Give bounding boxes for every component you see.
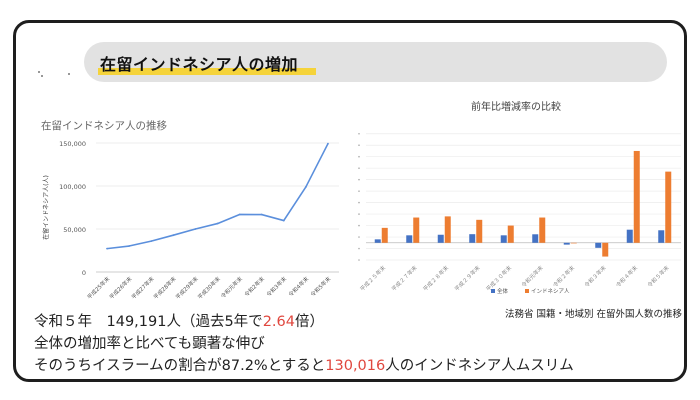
line-chart-x-tick-label: 令和3年末: [264, 274, 288, 298]
line-chart-x-tick-label: 平成27年末: [129, 274, 156, 300]
muslim-count: 130,016: [325, 358, 386, 374]
line-chart-y-axis-label: 在留インドネシア人(人): [42, 175, 50, 240]
bar-chart-bar: [633, 150, 640, 243]
bar-chart-bar: [626, 229, 633, 243]
line-chart-point: [216, 222, 219, 225]
bar-chart-bar: [406, 235, 413, 243]
bar-chart-bar: [476, 219, 483, 243]
bar-chart-panel: 前年比増減率の比較 平成２５年末 平成２７年末 平成２８年末 平成２９年末 平成３０年末令…: [346, 83, 684, 295]
bar-chart-x-tick-label: 令和３年末: [583, 263, 608, 288]
line-chart-point: [282, 219, 285, 222]
summary-line-3-prefix: そのうちイスラームの割合が87.2%とすると: [34, 358, 326, 374]
bar-chart-x-tick-label: 令和５年末: [646, 263, 671, 288]
bar-chart-legend-label: 全体: [497, 287, 509, 295]
line-chart-x-tick-label: 平成25年末: [85, 274, 112, 300]
slide-title: 在留インドネシア人の増加: [100, 55, 299, 74]
bar-chart-x-tick-label: 令和４年末: [614, 263, 639, 288]
bar-chart-bar: [381, 227, 388, 243]
slide-frame: 在留インドネシア人の増加 在留インドネシア人の推移 150,000 100,000 5…: [13, 20, 687, 382]
bar-chart-bar: [602, 242, 609, 257]
growth-multiplier: 2.64: [262, 314, 295, 330]
bar-chart-legend-swatch: [525, 289, 529, 293]
bar-chart-legend-label: インドネシア人: [531, 288, 570, 295]
bar-chart-bar: [539, 217, 546, 243]
title-underline: [98, 68, 316, 75]
summary-line-3-suffix: 人のインドネシア人ムスリム: [385, 358, 574, 374]
bar-chart-y-tick-mark: [358, 213, 360, 215]
bar-chart-title: 前年比増減率の比較: [471, 100, 561, 113]
bar-chart-y-tick-mark: [358, 167, 360, 169]
bar-chart-y-tick-mark: [358, 190, 360, 192]
summary-line-3: そのうちイスラームの割合が87.2%とすると130,016人のインドネシア人ムス…: [34, 354, 574, 375]
bar-chart-bar: [563, 242, 570, 245]
bar-chart-y-tick-mark: [358, 155, 360, 158]
line-chart-point: [327, 142, 329, 145]
line-chart-series-line: [106, 143, 329, 250]
bar-chart-x-tick-label: 令和２年末: [551, 263, 576, 288]
bar-chart-y-tick-mark: [358, 178, 360, 181]
bar-chart-y-tick-mark: [358, 259, 360, 261]
line-chart-point: [106, 247, 108, 250]
line-chart-point: [150, 240, 153, 243]
line-chart-point: [172, 234, 175, 237]
source-note: 法務省 国籍・地域別 在留外国人数の推移: [505, 309, 683, 320]
decor-dot: [68, 73, 70, 75]
bar-chart-bar: [665, 171, 672, 243]
bar-chart-bar: [595, 242, 602, 248]
bar-chart-bar: [437, 234, 444, 243]
bar-chart-bar: [570, 242, 577, 244]
line-chart-x-tick-label: 令和2年末: [242, 274, 266, 298]
bar-chart-bar: [413, 217, 420, 243]
bar-chart-y-tick-mark: [358, 132, 360, 135]
line-chart-point: [304, 186, 307, 188]
bar-chart-y-tick-mark: [358, 144, 360, 147]
line-chart: 在留インドネシア人の推移 150,000 100,000 50,000 0 在留インドネシ…: [41, 119, 339, 300]
bar-chart-x-tick-label: 平成２８年末: [421, 263, 450, 292]
bar-chart: 前年比増減率の比較平成２５年末 平成２７年末 平成２８年末 平成２９年末 平成３０年末令…: [358, 100, 681, 295]
summary-line-2: 全体の増加率と比べても顕著な伸び: [34, 336, 265, 352]
title-banner: [84, 42, 667, 82]
decor-dot: [38, 71, 40, 73]
bar-chart-x-tick-label: 平成２９年末: [453, 263, 482, 292]
line-chart-x-tick-label: 令和元年末: [219, 274, 244, 299]
bar-chart-bar: [507, 225, 514, 243]
bar-chart-y-tick-mark: [358, 236, 360, 238]
line-chart-point: [260, 213, 263, 216]
bar-chart-bar: [444, 216, 451, 243]
decor-dot: [41, 75, 43, 77]
line-chart-x-tick-label: 平成30年末: [196, 274, 223, 300]
line-chart-title: 在留インドネシア人の推移: [41, 119, 167, 132]
bar-chart-y-tick-mark: [358, 201, 360, 204]
line-chart-point: [238, 213, 241, 216]
summary-line-1-suffix: 倍）: [294, 314, 324, 330]
line-chart-y-tick-label: 50,000: [63, 226, 86, 234]
line-chart-x-tick-label: 令和5年末: [309, 274, 333, 298]
line-chart-x-tick-label: 平成28年末: [152, 274, 179, 300]
summary-line-1: 令和５年 149,191人（過去5年で2.64倍）: [34, 310, 324, 331]
bar-chart-x-tick-label: 令和元年末: [520, 263, 545, 288]
line-chart-y-tick-label: 0: [82, 269, 86, 277]
bar-chart-y-tick-mark: [358, 224, 360, 227]
bar-chart-bar: [374, 239, 381, 243]
bar-chart-x-tick-label: 平成２７年末: [390, 263, 419, 292]
bar-chart-bar: [500, 235, 507, 243]
bar-chart-x-tick-label: 平成２５年末: [358, 263, 387, 292]
line-chart-y-tick-label: 100,000: [59, 183, 86, 191]
bar-chart-y-tick-mark: [358, 247, 360, 250]
bar-chart-bar: [658, 230, 665, 243]
line-chart-y-tick-label: 150,000: [59, 140, 86, 148]
line-chart-x-tick-label: 平成29年末: [174, 274, 201, 300]
line-chart-point: [194, 228, 197, 230]
bar-chart-bar: [532, 234, 539, 243]
line-chart-point: [128, 245, 131, 247]
bar-chart-bar: [469, 234, 476, 243]
summary-line-1-prefix: 令和５年 149,191人（過去5年で: [34, 314, 263, 330]
line-chart-x-tick-label: 令和4年末: [287, 274, 311, 298]
line-chart-x-tick-label: 平成26年末: [107, 274, 134, 300]
bar-chart-legend-swatch: [491, 289, 495, 293]
